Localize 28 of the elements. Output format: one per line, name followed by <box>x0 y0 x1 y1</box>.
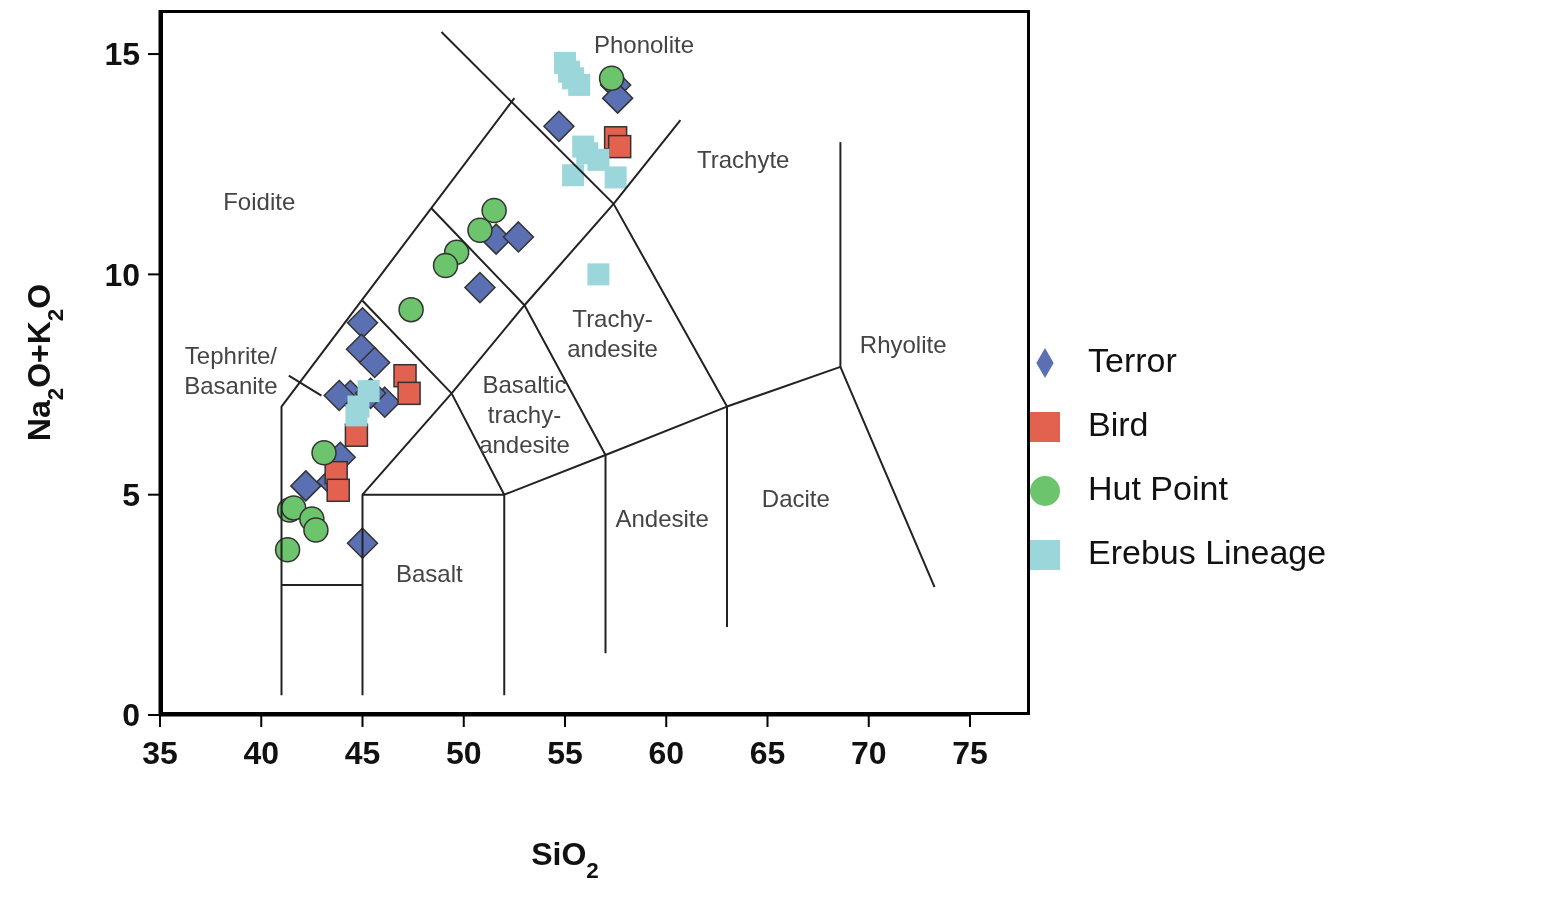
x-tick-label: 60 <box>648 734 685 771</box>
x-tick-label: 45 <box>344 734 381 771</box>
y-tick-label: 10 <box>104 256 140 293</box>
annotation: Trachyte <box>696 145 790 173</box>
y-tick-label: 0 <box>122 697 140 734</box>
annotation: Dacite <box>761 485 830 513</box>
annotation: Phonolite <box>593 31 695 59</box>
x-tick-label: 35 <box>142 734 178 771</box>
legend-label: Bird <box>1088 404 1149 443</box>
x-tick-label: 40 <box>243 734 280 771</box>
x-tick-label: 55 <box>547 734 583 771</box>
x-tick-label: 65 <box>749 734 786 771</box>
annotation: Trachy- andesite <box>567 304 658 362</box>
y-tick-label: 15 <box>104 36 140 73</box>
annotation: Andesite <box>615 504 709 532</box>
x-axis-title: SiO$_{2}$ <box>531 836 599 883</box>
y-tick-label: 5 <box>122 477 140 514</box>
legend-label: Erebus Lineage <box>1088 532 1327 571</box>
x-tick-label: 70 <box>850 734 887 771</box>
legend-label: Terror <box>1088 340 1177 379</box>
x-tick-label: 50 <box>445 734 482 771</box>
annotation: Rhyolite <box>859 330 947 358</box>
annotation: Basaltic trachy- andesite <box>479 371 570 459</box>
annotation: Basalt <box>395 560 464 587</box>
legend-label: Hut Point <box>1088 468 1228 507</box>
annotation: Foidite <box>223 187 296 215</box>
x-tick-label: 75 <box>952 734 988 771</box>
annotation: Tephrite/ Basanite <box>184 342 278 400</box>
